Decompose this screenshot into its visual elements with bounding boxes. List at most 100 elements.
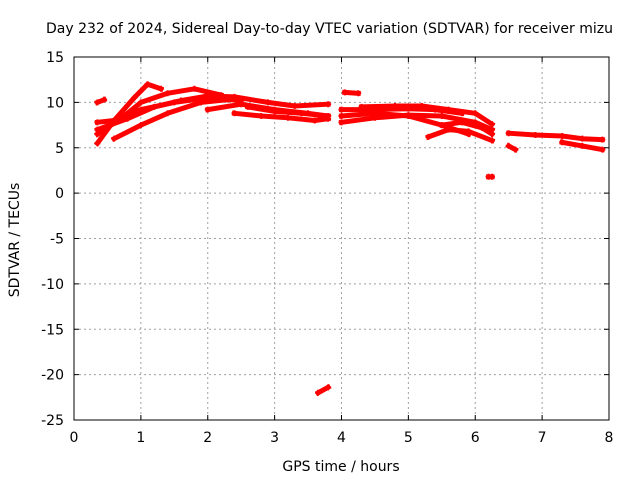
data-point bbox=[111, 135, 118, 142]
series-fragment-e bbox=[314, 383, 332, 397]
data-point bbox=[285, 114, 291, 121]
data-point bbox=[101, 96, 108, 103]
data-point bbox=[458, 119, 465, 126]
series-fragment-a bbox=[94, 96, 108, 106]
x-tick-label: 2 bbox=[203, 430, 212, 446]
series-trace bbox=[506, 130, 605, 143]
series-trace bbox=[359, 103, 496, 128]
data-point bbox=[478, 124, 485, 131]
data-point bbox=[425, 133, 432, 140]
y-tick-label: -10 bbox=[41, 277, 64, 293]
x-tick-label: 3 bbox=[270, 430, 279, 446]
data-point bbox=[264, 99, 271, 106]
data-point bbox=[231, 110, 238, 117]
x-tick-label: 0 bbox=[70, 430, 79, 446]
data-point bbox=[438, 122, 445, 129]
data-point bbox=[338, 119, 345, 126]
data-point bbox=[325, 101, 332, 108]
series-trace bbox=[338, 112, 496, 133]
data-point bbox=[94, 99, 101, 106]
series-trace bbox=[245, 104, 331, 119]
data-point bbox=[438, 112, 445, 119]
y-tick-label: -20 bbox=[41, 368, 64, 384]
x-tick-label: 1 bbox=[136, 430, 145, 446]
data-point bbox=[445, 126, 452, 133]
x-tick-label: 6 bbox=[471, 430, 480, 446]
y-tick-label: 10 bbox=[46, 95, 64, 111]
data-point bbox=[505, 142, 512, 149]
x-axis-label: GPS time / hours bbox=[282, 459, 399, 475]
y-axis-label: SDTVAR / TECUs bbox=[7, 183, 23, 298]
data-point bbox=[405, 112, 412, 119]
x-tick-label: 5 bbox=[404, 430, 413, 446]
data-point bbox=[224, 96, 231, 103]
data-point bbox=[358, 103, 365, 110]
y-tick-label: 15 bbox=[46, 50, 64, 66]
series-fragment-d bbox=[485, 173, 495, 180]
x-tick-label: 4 bbox=[337, 430, 346, 446]
y-tick-label: 0 bbox=[55, 186, 64, 202]
axis-ticks: 0 1 2 3 4 5 6 7 8 -25 -20 -15 -10 -5 0 5 10 15 bbox=[41, 50, 613, 446]
series-fragment-c bbox=[505, 142, 519, 153]
data-point bbox=[418, 103, 425, 110]
data-point bbox=[198, 99, 205, 106]
series-arc15 bbox=[505, 130, 606, 143]
data-point bbox=[94, 119, 101, 126]
data-point bbox=[291, 103, 298, 110]
data-point bbox=[244, 103, 251, 110]
data-point bbox=[472, 110, 479, 117]
data-point bbox=[298, 110, 305, 117]
x-tick-label: 7 bbox=[538, 430, 547, 446]
y-tick-label: 5 bbox=[55, 141, 64, 157]
data-point bbox=[144, 81, 151, 88]
data-point bbox=[355, 90, 362, 97]
data-point bbox=[488, 121, 495, 128]
data-point bbox=[599, 146, 606, 153]
data-point bbox=[338, 106, 345, 113]
data-point bbox=[338, 112, 345, 119]
data-point bbox=[341, 89, 348, 96]
series-trace bbox=[425, 127, 496, 144]
data-point bbox=[171, 99, 178, 106]
x-tick-label: 8 bbox=[605, 430, 614, 446]
data-point bbox=[465, 128, 472, 135]
data-point bbox=[157, 85, 164, 92]
data-point bbox=[94, 126, 101, 133]
data-point bbox=[599, 136, 606, 143]
data-point bbox=[131, 94, 138, 101]
data-point bbox=[559, 132, 566, 139]
series-arc4 bbox=[94, 94, 245, 126]
data-point bbox=[164, 90, 171, 97]
data-point bbox=[137, 122, 144, 129]
chart-title: Day 232 of 2024, Sidereal Day-to-day VTE… bbox=[46, 21, 613, 37]
series-arc2 bbox=[93, 85, 225, 138]
y-tick-label: -15 bbox=[41, 322, 64, 338]
data-point bbox=[164, 110, 171, 117]
data-point bbox=[137, 99, 144, 106]
data-point bbox=[392, 103, 398, 110]
series-fragment-b bbox=[341, 89, 362, 97]
series-arc5 bbox=[110, 96, 231, 143]
series-arc16 bbox=[559, 139, 606, 153]
data-point bbox=[258, 112, 265, 119]
data-point bbox=[579, 135, 586, 142]
data-point bbox=[532, 132, 539, 139]
data-point bbox=[579, 142, 586, 149]
series-arc12 bbox=[358, 103, 496, 128]
data-point bbox=[94, 140, 101, 147]
data-point bbox=[191, 85, 198, 92]
data-point bbox=[238, 101, 245, 108]
y-tick-label: -25 bbox=[41, 413, 64, 429]
data-series bbox=[93, 81, 606, 397]
data-point bbox=[505, 130, 512, 137]
y-tick-label: -5 bbox=[50, 232, 64, 248]
data-point bbox=[559, 139, 566, 146]
data-point bbox=[204, 106, 211, 113]
data-point bbox=[445, 106, 452, 113]
data-point bbox=[311, 117, 318, 124]
data-point bbox=[325, 112, 332, 119]
series-arc13 bbox=[425, 126, 496, 144]
series-arc14 bbox=[438, 119, 496, 138]
data-point bbox=[512, 146, 519, 153]
